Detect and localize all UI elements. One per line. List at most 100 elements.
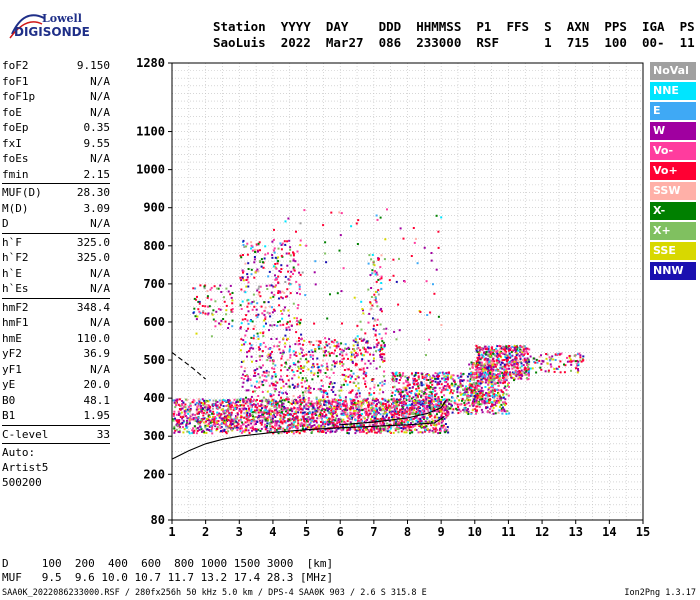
echo-point bbox=[451, 384, 454, 387]
echo-point bbox=[335, 355, 338, 358]
echo-point bbox=[320, 390, 323, 393]
echo-point bbox=[192, 427, 195, 430]
echo-point bbox=[276, 345, 279, 348]
echo-point bbox=[405, 397, 408, 400]
echo-point bbox=[498, 354, 500, 357]
echo-point bbox=[256, 421, 259, 423]
echo-point bbox=[328, 401, 331, 404]
echo-point bbox=[496, 388, 498, 391]
echo-point bbox=[281, 352, 284, 355]
echo-point bbox=[248, 399, 251, 402]
echo-point bbox=[447, 406, 449, 408]
echo-point bbox=[499, 345, 502, 348]
echo-point bbox=[480, 370, 483, 372]
echo-point bbox=[398, 382, 400, 384]
echo-point bbox=[447, 431, 450, 434]
echo-point bbox=[207, 400, 210, 403]
echo-point bbox=[504, 349, 507, 352]
echo-point bbox=[485, 351, 488, 353]
echo-point bbox=[403, 412, 406, 415]
echo-point bbox=[198, 300, 201, 303]
echo-point bbox=[179, 412, 182, 415]
echo-point bbox=[248, 409, 251, 412]
echo-point bbox=[477, 359, 480, 362]
echo-point bbox=[432, 374, 435, 377]
echo-point bbox=[240, 410, 243, 413]
echo-point bbox=[417, 385, 420, 388]
echo-point bbox=[424, 429, 427, 432]
echo-point bbox=[577, 360, 580, 363]
echo-point bbox=[475, 348, 477, 351]
param-value: 3.09 bbox=[83, 201, 111, 215]
echo-point bbox=[469, 378, 472, 381]
echo-point bbox=[202, 404, 205, 407]
echo-point bbox=[314, 348, 317, 351]
echo-point bbox=[405, 379, 408, 382]
echo-point bbox=[269, 354, 272, 357]
echo-point bbox=[315, 409, 318, 412]
echo-point bbox=[503, 368, 506, 371]
echo-point bbox=[400, 401, 403, 404]
echo-point bbox=[463, 410, 466, 413]
echo-point bbox=[374, 422, 377, 425]
echo-point bbox=[566, 360, 569, 363]
echo-point bbox=[306, 361, 309, 364]
echo-point bbox=[195, 410, 198, 413]
echo-point bbox=[281, 418, 284, 421]
echo-point bbox=[294, 386, 297, 389]
echo-point bbox=[278, 290, 281, 293]
echo-point bbox=[296, 402, 299, 405]
echo-point bbox=[245, 314, 248, 317]
echo-point bbox=[255, 428, 258, 431]
echo-point bbox=[547, 369, 550, 372]
echo-point bbox=[292, 407, 295, 410]
echo-point bbox=[225, 419, 228, 422]
echo-point bbox=[254, 411, 257, 414]
echo-point bbox=[362, 367, 365, 370]
echo-point bbox=[544, 370, 547, 373]
echo-point bbox=[270, 377, 273, 380]
echo-point bbox=[297, 360, 300, 363]
echo-point bbox=[247, 424, 250, 426]
echo-point bbox=[546, 353, 549, 356]
echo-point bbox=[299, 394, 301, 397]
echo-point bbox=[259, 331, 262, 334]
echo-point bbox=[273, 399, 276, 402]
echo-point bbox=[430, 414, 433, 417]
echo-point bbox=[502, 393, 505, 396]
echo-point bbox=[341, 351, 344, 354]
echo-point bbox=[230, 401, 233, 404]
echo-point bbox=[322, 394, 325, 397]
echo-point bbox=[379, 278, 382, 281]
echo-point bbox=[485, 348, 488, 351]
echo-point bbox=[240, 288, 243, 291]
echo-point bbox=[296, 320, 299, 322]
echo-point bbox=[292, 350, 295, 353]
echo-point bbox=[341, 373, 344, 376]
echo-point bbox=[524, 360, 527, 363]
echo-point bbox=[305, 427, 307, 430]
echo-point bbox=[318, 401, 321, 404]
echo-point bbox=[302, 343, 304, 346]
echo-point bbox=[421, 431, 424, 434]
echo-point bbox=[250, 422, 253, 425]
echo-point bbox=[305, 418, 308, 420]
echo-point bbox=[352, 412, 355, 415]
echo-point bbox=[384, 429, 387, 432]
echo-point bbox=[313, 402, 316, 405]
echo-point bbox=[487, 353, 490, 356]
echo-point bbox=[309, 421, 312, 424]
echo-point bbox=[365, 414, 368, 416]
echo-point bbox=[486, 346, 489, 349]
echo-point bbox=[360, 418, 363, 421]
echo-point bbox=[280, 375, 283, 378]
echo-point bbox=[393, 408, 396, 411]
echo-point bbox=[432, 405, 435, 407]
echo-point bbox=[251, 320, 254, 323]
echo-point bbox=[241, 427, 243, 430]
echo-point bbox=[302, 396, 305, 399]
echo-point bbox=[367, 404, 369, 407]
echo-point bbox=[354, 419, 357, 422]
echo-point bbox=[281, 428, 284, 431]
echo-point bbox=[335, 345, 338, 348]
